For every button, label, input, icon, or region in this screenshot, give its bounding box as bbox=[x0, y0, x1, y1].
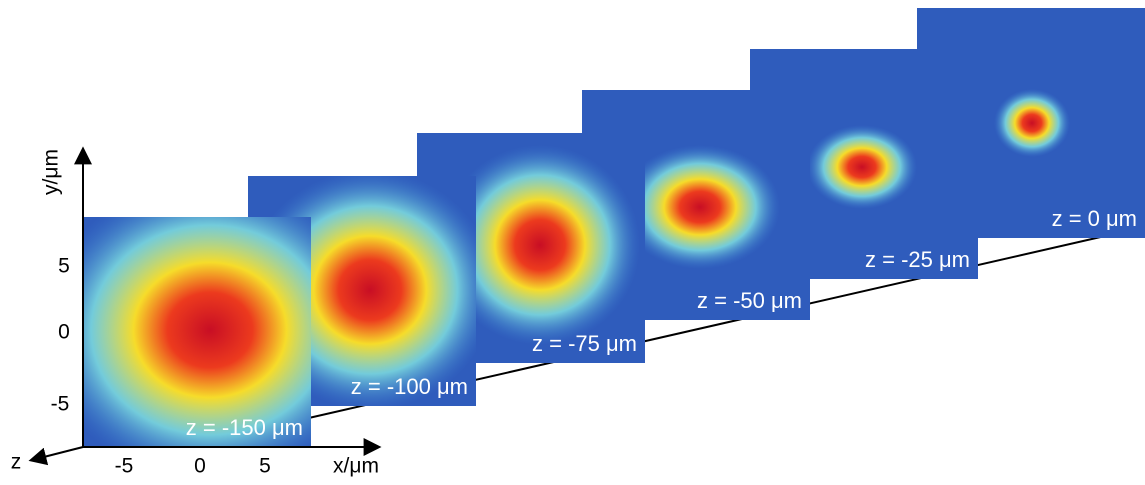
x-axis-label: x/μm bbox=[333, 455, 379, 478]
beam-spot bbox=[807, 125, 917, 209]
panel-label: z = -100 μm bbox=[351, 374, 468, 399]
panel-label: z = -150 μm bbox=[186, 415, 303, 440]
panel-label: z = 0 μm bbox=[1052, 206, 1137, 231]
figure: z = 0 μm z = -25 μm z = -50 μm z = -75 μm z … bbox=[0, 0, 1145, 485]
panel-label: z = -75 μm bbox=[532, 331, 637, 356]
z-axis bbox=[32, 447, 83, 460]
panel-label: z = -50 μm bbox=[697, 288, 802, 313]
y-tick-label: 0 bbox=[58, 321, 70, 344]
panels: z = 0 μm z = -25 μm z = -50 μm z = -75 μm z … bbox=[40, 8, 1145, 480]
panel-label: z = -25 μm bbox=[865, 247, 970, 272]
y-tick-label: -5 bbox=[51, 393, 70, 416]
x-tick-label: -5 bbox=[115, 455, 134, 478]
z-axis-label: z bbox=[11, 451, 22, 474]
y-axis-label: y/μm bbox=[40, 149, 63, 195]
x-tick-label: 5 bbox=[259, 455, 271, 478]
x-tick-label: 0 bbox=[194, 455, 206, 478]
y-tick-label: 5 bbox=[58, 255, 70, 278]
beam-spot bbox=[994, 89, 1070, 157]
